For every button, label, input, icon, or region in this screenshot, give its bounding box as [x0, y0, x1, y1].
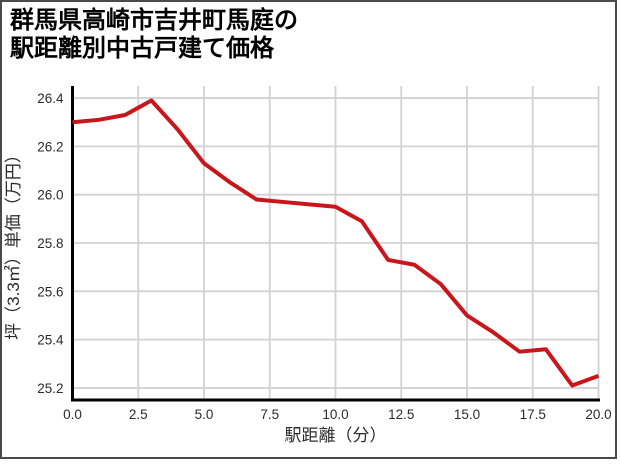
- x-tick-label: 15.0: [454, 407, 480, 422]
- x-tick-label: 2.5: [129, 407, 148, 422]
- x-axis-title: 駅距離（分）: [285, 426, 387, 445]
- chart-title: 群馬県高崎市吉井町馬庭の 駅距離別中古戸建て価格: [10, 7, 298, 63]
- price-line: [72, 98, 600, 388]
- y-tick-label: 26.4: [37, 91, 64, 106]
- y-tick-label: 26.2: [37, 139, 63, 154]
- x-tick-label: 12.5: [388, 407, 414, 422]
- x-tick-label: 10.0: [322, 407, 348, 422]
- x-tick-label: 20.0: [585, 407, 611, 422]
- chart-title-line1: 群馬県高崎市吉井町馬庭の: [10, 7, 298, 34]
- chart-canvas: 群馬県高崎市吉井町馬庭の 駅距離別中古戸建て価格 25.2 25.4 25.6 25.…: [0, 0, 617, 459]
- x-tick-label: 0.0: [63, 407, 82, 422]
- y-axis-title: 坪（3.3㎡）単価（万円）: [4, 146, 23, 340]
- y-tick-label: 25.8: [37, 236, 63, 251]
- chart-title-line2: 駅距離別中古戸建て価格: [10, 35, 274, 62]
- y-tick-label: 25.4: [37, 333, 64, 348]
- y-tick-label: 26.0: [37, 188, 63, 203]
- y-tick-label: 25.6: [37, 284, 63, 299]
- x-tick-label: 7.5: [260, 407, 279, 422]
- x-tick-label: 17.5: [520, 407, 546, 422]
- x-tick-label: 5.0: [195, 407, 214, 422]
- y-tick-label: 25.2: [37, 381, 63, 396]
